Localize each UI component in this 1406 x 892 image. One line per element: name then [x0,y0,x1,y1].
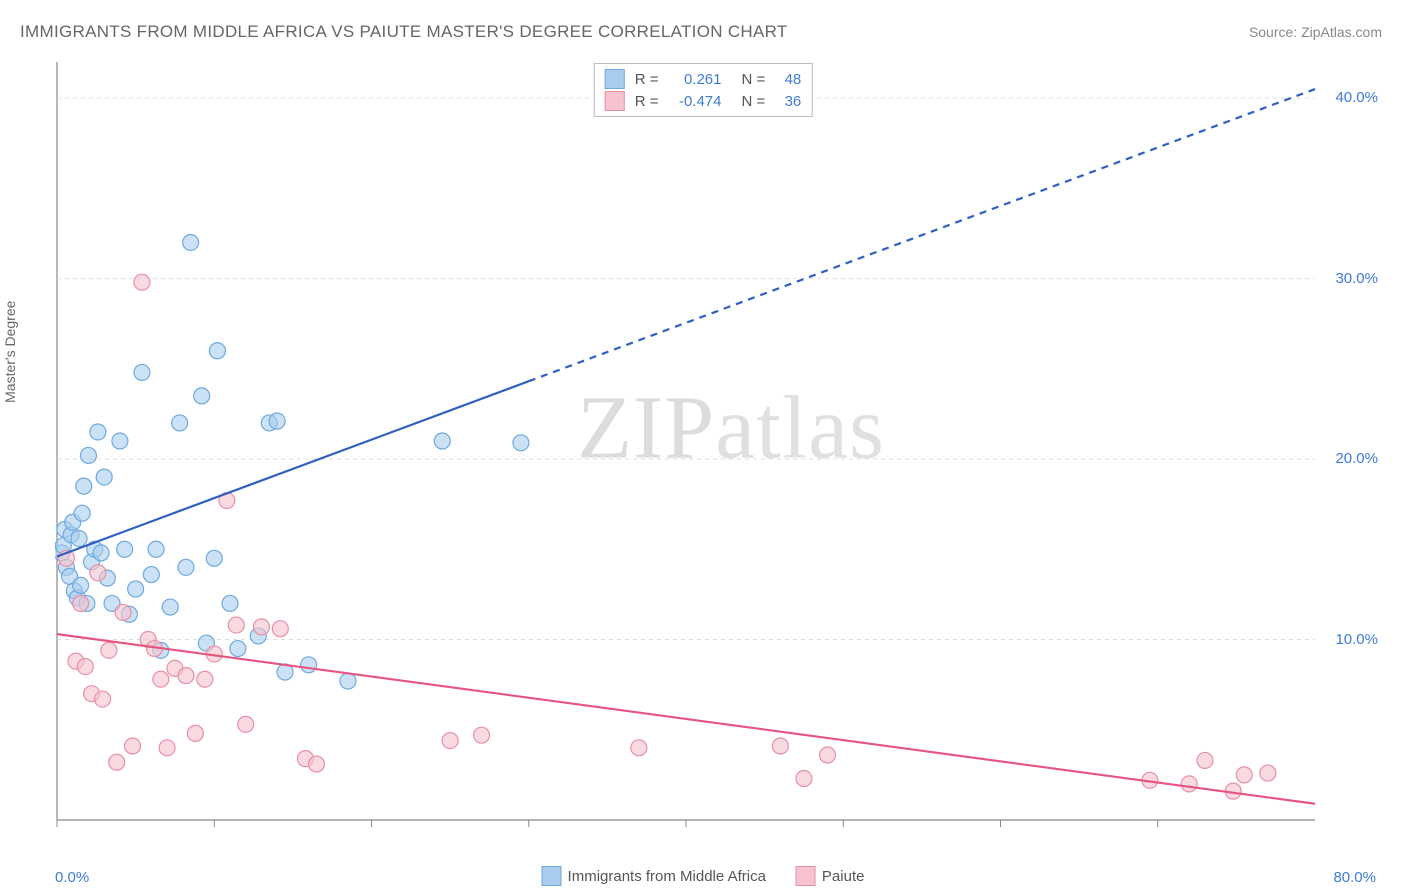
scatter-plot [55,60,1375,840]
r-value-2: -0.474 [667,93,722,110]
r-label: R = [635,93,659,110]
legend-item-1: Immigrants from Middle Africa [542,866,766,886]
series2-name: Paiute [822,868,865,885]
legend-row-2: R = -0.474 N = 36 [605,90,802,112]
legend-row-1: R = 0.261 N = 48 [605,68,802,90]
source-label: Source: ZipAtlas.com [1249,24,1382,40]
y-tick-label: 40.0% [1335,89,1378,106]
n-label: N = [742,71,766,88]
r-label: R = [635,71,659,88]
y-tick-label: 30.0% [1335,270,1378,287]
y-axis-label: Master's Degree [2,301,18,403]
chart-title: IMMIGRANTS FROM MIDDLE AFRICA VS PAIUTE … [20,22,788,42]
y-tick-label: 10.0% [1335,631,1378,648]
series1-name: Immigrants from Middle Africa [568,868,766,885]
swatch-series2 [605,91,625,111]
swatch-series1 [542,866,562,886]
swatch-series1 [605,69,625,89]
legend-item-2: Paiute [796,866,865,886]
legend-bottom: Immigrants from Middle Africa Paiute [542,866,865,886]
legend-stats: R = 0.261 N = 48 R = -0.474 N = 36 [594,63,813,117]
swatch-series2 [796,866,816,886]
y-tick-label: 20.0% [1335,450,1378,467]
n-value-1: 48 [773,71,801,88]
n-value-2: 36 [773,93,801,110]
n-label: N = [742,93,766,110]
r-value-1: 0.261 [667,71,722,88]
x-axis-max-label: 80.0% [1333,869,1376,886]
x-axis-min-label: 0.0% [55,869,89,886]
